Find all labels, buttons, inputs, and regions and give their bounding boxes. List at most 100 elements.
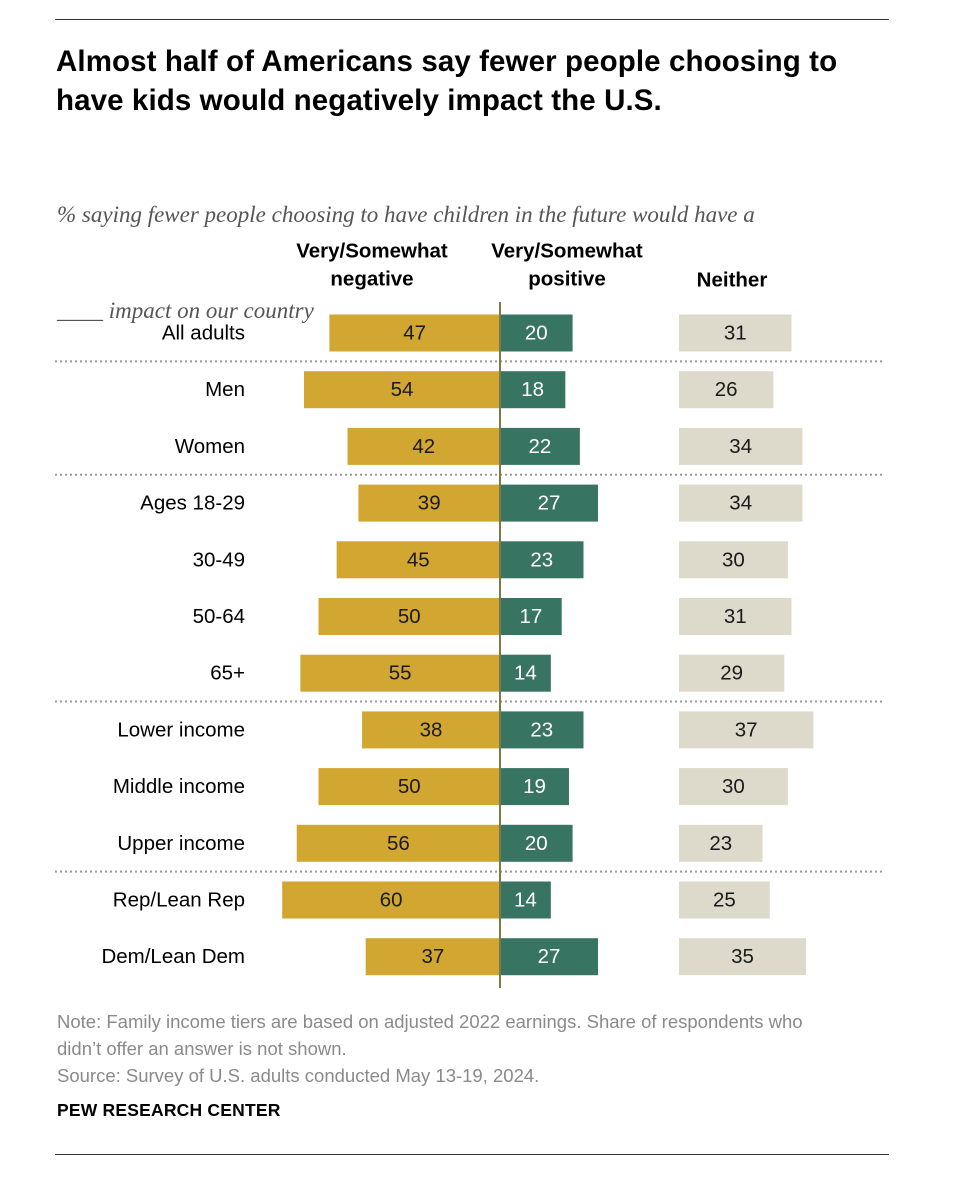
bar-negative [329,314,500,352]
note-line: Note: Family income tiers are based on a… [57,1011,803,1032]
data-label-positive: 17 [519,605,542,628]
data-label-neither: 29 [720,662,743,685]
data-label-neither: 31 [724,605,747,628]
data-label-negative: 47 [403,322,426,345]
bar-negative [365,938,500,976]
bar-neither [679,484,803,522]
data-label-negative: 37 [421,945,444,968]
data-label-neither: 35 [731,945,754,968]
title-line-2: have kids would negatively impact the U.… [56,84,662,117]
data-label-positive: 19 [523,775,546,798]
bar-neither [679,711,814,749]
bar-neither [679,541,788,579]
data-label-negative: 56 [387,832,410,855]
data-label-positive: 22 [529,435,552,458]
bar-neither [679,314,792,352]
data-label-neither: 37 [735,718,758,741]
data-label-positive: 23 [530,548,553,571]
data-label-neither: 25 [713,889,736,912]
category-label: Dem/Lean Dem [101,945,245,968]
bar-positive [500,881,551,919]
bar-negative [318,598,500,635]
subtitle-line-2: ____ impact on our country [57,298,314,323]
bar-negative [318,768,500,806]
data-label-neither: 34 [729,492,752,515]
top-rule [55,19,889,20]
title-line-1: Almost half of Americans say fewer peopl… [56,45,838,78]
bar-negative [303,371,500,409]
bar-positive [500,824,573,862]
data-label-negative: 45 [407,548,430,571]
data-label-neither: 31 [724,322,747,345]
category-label: Men [205,378,245,401]
category-label: Upper income [117,832,245,855]
bar-positive [500,598,562,635]
data-label-positive: 18 [521,378,544,401]
bar-positive [500,768,569,806]
chart-title: Almost half of Americans say fewer peopl… [56,42,916,120]
bar-neither [679,598,792,635]
bar-negative [358,484,500,522]
column-header-neither: Neither [697,269,768,292]
data-label-positive: 20 [525,322,548,345]
bar-positive [500,711,584,749]
brand-logo-text: PEW RESEARCH CENTER [57,1100,281,1120]
bar-positive [500,484,599,522]
data-label-negative: 54 [391,378,414,401]
data-label-positive: 23 [530,718,553,741]
data-label-negative: 42 [412,435,435,458]
category-label: All adults [162,322,245,345]
bar-neither [679,824,763,862]
bar-neither [679,768,788,806]
category-label: 30-49 [193,548,245,571]
data-label-negative: 39 [418,492,441,515]
source-line: Source: Survey of U.S. adults conducted … [57,1065,540,1086]
data-label-neither: 26 [715,378,738,401]
category-label: Middle income [113,775,245,798]
bar-positive [500,314,573,352]
data-label-positive: 14 [514,889,537,912]
column-header-negative: Very/Somewhat [296,240,448,263]
note-line: didn’t offer an answer is not shown. [57,1038,347,1059]
data-label-negative: 38 [420,718,443,741]
category-label: Lower income [117,718,245,741]
category-label: 50-64 [193,605,245,628]
data-label-positive: 27 [538,945,561,968]
chart-subtitle: % saying fewer people choosing to have c… [57,135,897,359]
column-header-positive: positive [528,268,605,291]
data-label-positive: 14 [514,662,537,685]
bar-positive [500,371,566,409]
chart-notes: Note: Family income tiers are based on a… [57,1008,897,1089]
data-label-neither: 34 [729,435,752,458]
bar-positive [500,541,584,579]
bar-neither [679,938,807,976]
bar-positive [500,427,580,465]
bar-neither [679,881,770,919]
category-label: 65+ [210,662,245,685]
data-label-negative: 50 [398,775,421,798]
subtitle-line-1: % saying fewer people choosing to have c… [57,202,755,227]
data-label-positive: 27 [538,492,561,515]
data-label-negative: 55 [389,662,412,685]
bar-negative [282,881,500,919]
bar-positive [500,938,599,976]
data-label-positive: 20 [525,832,548,855]
bar-positive [500,654,551,692]
bar-negative [296,824,500,862]
bar-neither [679,371,774,409]
bar-neither [679,427,803,465]
data-label-neither: 23 [709,832,732,855]
data-label-neither: 30 [722,548,745,571]
bar-negative [300,654,500,692]
data-label-negative: 50 [398,605,421,628]
column-header-positive: Very/Somewhat [491,240,643,263]
bar-neither [679,654,785,692]
category-label: Women [175,435,245,458]
data-label-neither: 30 [722,775,745,798]
bar-negative [347,427,500,465]
category-label: Rep/Lean Rep [113,889,245,912]
category-label: Ages 18-29 [140,492,245,515]
bottom-rule [55,1154,889,1155]
data-label-negative: 60 [380,889,403,912]
